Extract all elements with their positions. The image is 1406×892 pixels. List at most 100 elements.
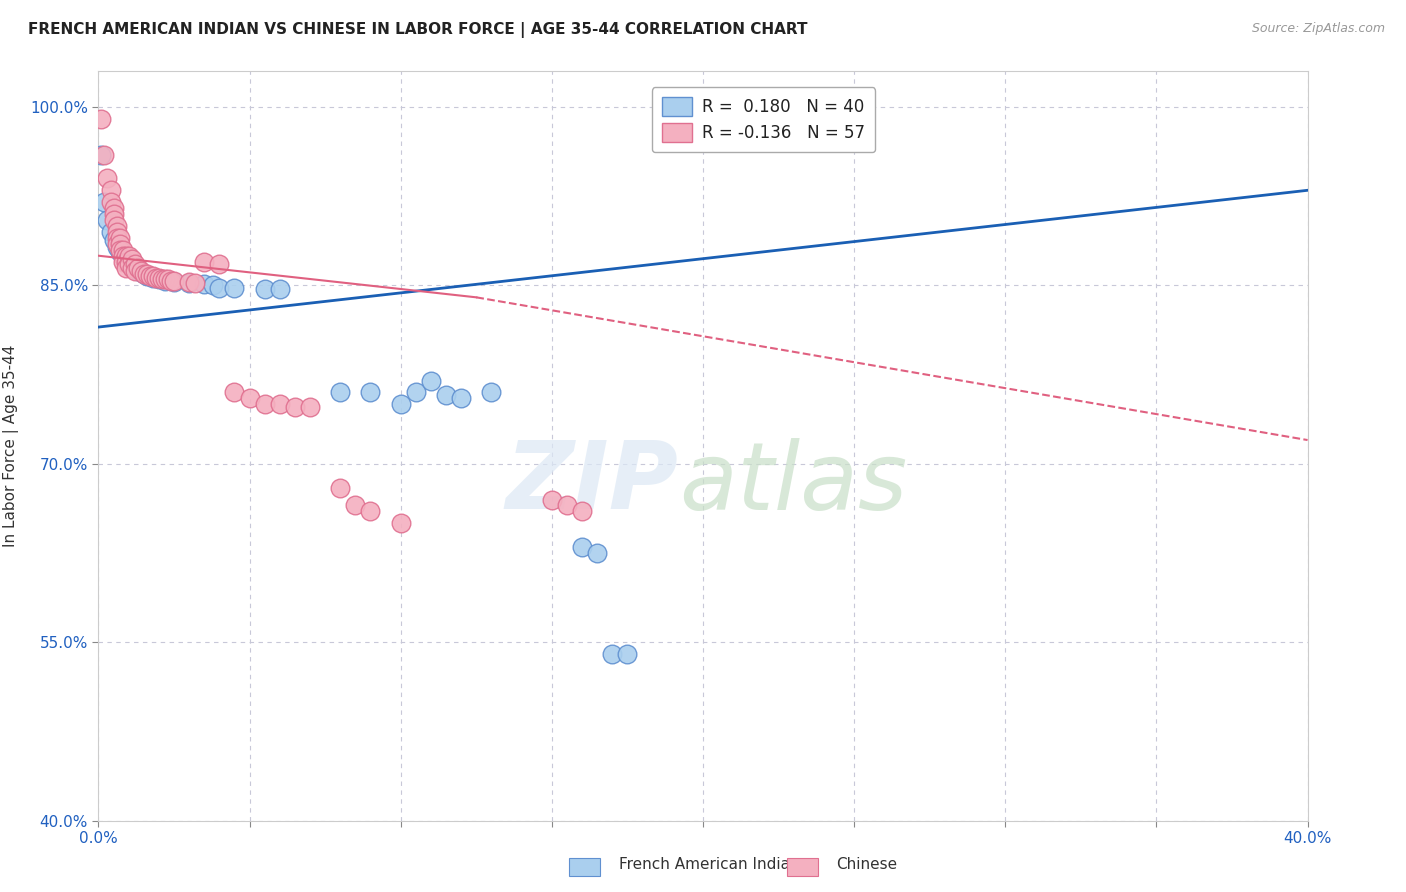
Point [108, 236, 131, 251]
Point [114, 254, 136, 268]
Point [105, 236, 128, 251]
Point [127, 264, 149, 278]
Point [145, 271, 167, 285]
Point [163, 275, 186, 289]
Point [153, 272, 176, 286]
Point [571, 540, 593, 554]
Point [160, 274, 183, 288]
Point [344, 499, 367, 513]
Point [103, 207, 125, 221]
Point [224, 281, 246, 295]
Text: ZIP: ZIP [506, 437, 679, 530]
Point [193, 254, 215, 268]
Point [179, 275, 201, 289]
Point [132, 267, 155, 281]
Point [139, 268, 162, 283]
Point [163, 274, 186, 288]
Point [360, 385, 382, 400]
Point [105, 225, 128, 239]
Point [103, 201, 125, 215]
Point [118, 249, 141, 263]
Point [193, 277, 215, 292]
Point [450, 392, 472, 406]
Point [93, 147, 115, 161]
Point [329, 385, 352, 400]
Point [90, 147, 112, 161]
Point [571, 504, 593, 518]
Point [100, 195, 122, 210]
Point [135, 267, 157, 281]
Point [103, 233, 125, 247]
Text: French American Indians: French American Indians [619, 857, 807, 872]
Point [132, 267, 155, 281]
Point [108, 243, 131, 257]
Point [108, 245, 131, 260]
Point [434, 388, 457, 402]
Point [114, 260, 136, 275]
Point [208, 257, 231, 271]
Point [118, 257, 141, 271]
Point [121, 257, 143, 271]
Point [114, 249, 136, 263]
Point [360, 504, 382, 518]
Text: FRENCH AMERICAN INDIAN VS CHINESE IN LABOR FORCE | AGE 35-44 CORRELATION CHART: FRENCH AMERICAN INDIAN VS CHINESE IN LAB… [28, 22, 807, 38]
Point [540, 492, 562, 507]
Point [111, 249, 134, 263]
Point [224, 385, 246, 400]
Point [602, 647, 624, 661]
Point [284, 400, 307, 414]
Point [118, 254, 141, 268]
Point [111, 243, 134, 257]
Point [148, 271, 170, 285]
Point [208, 281, 231, 295]
Point [124, 260, 146, 275]
Point [184, 276, 207, 290]
Point [239, 392, 262, 406]
Text: atlas: atlas [679, 438, 907, 529]
Point [100, 183, 122, 197]
Point [202, 278, 225, 293]
Y-axis label: In Labor Force | Age 35-44: In Labor Force | Age 35-44 [3, 345, 18, 547]
Point [93, 195, 115, 210]
Point [90, 112, 112, 126]
Legend: R =  0.180   N = 40, R = -0.136   N = 57: R = 0.180 N = 40, R = -0.136 N = 57 [652, 87, 875, 153]
Point [105, 231, 128, 245]
Point [150, 272, 173, 286]
Text: Chinese: Chinese [837, 857, 897, 872]
Point [121, 252, 143, 267]
Point [105, 240, 128, 254]
Point [96, 171, 118, 186]
Point [153, 274, 176, 288]
Point [253, 397, 276, 411]
Point [105, 219, 128, 233]
Point [124, 264, 146, 278]
Point [389, 397, 412, 411]
Point [111, 254, 134, 268]
Point [103, 213, 125, 227]
Point [139, 268, 162, 283]
Point [555, 499, 578, 513]
Point [269, 282, 291, 296]
Point [179, 276, 201, 290]
Point [135, 268, 157, 283]
Text: Source: ZipAtlas.com: Source: ZipAtlas.com [1251, 22, 1385, 36]
Point [121, 260, 143, 275]
Point [142, 268, 165, 283]
Point [389, 516, 412, 531]
Point [156, 272, 179, 286]
Point [96, 213, 118, 227]
Point [127, 260, 149, 275]
Point [114, 254, 136, 268]
Point [586, 546, 609, 560]
Point [269, 397, 291, 411]
Point [142, 271, 165, 285]
Point [124, 257, 146, 271]
Point [111, 249, 134, 263]
Point [253, 282, 276, 296]
Point [844, 124, 866, 138]
Point [108, 231, 131, 245]
Point [299, 400, 322, 414]
Point [420, 374, 443, 388]
Point [616, 647, 638, 661]
Point [405, 385, 427, 400]
